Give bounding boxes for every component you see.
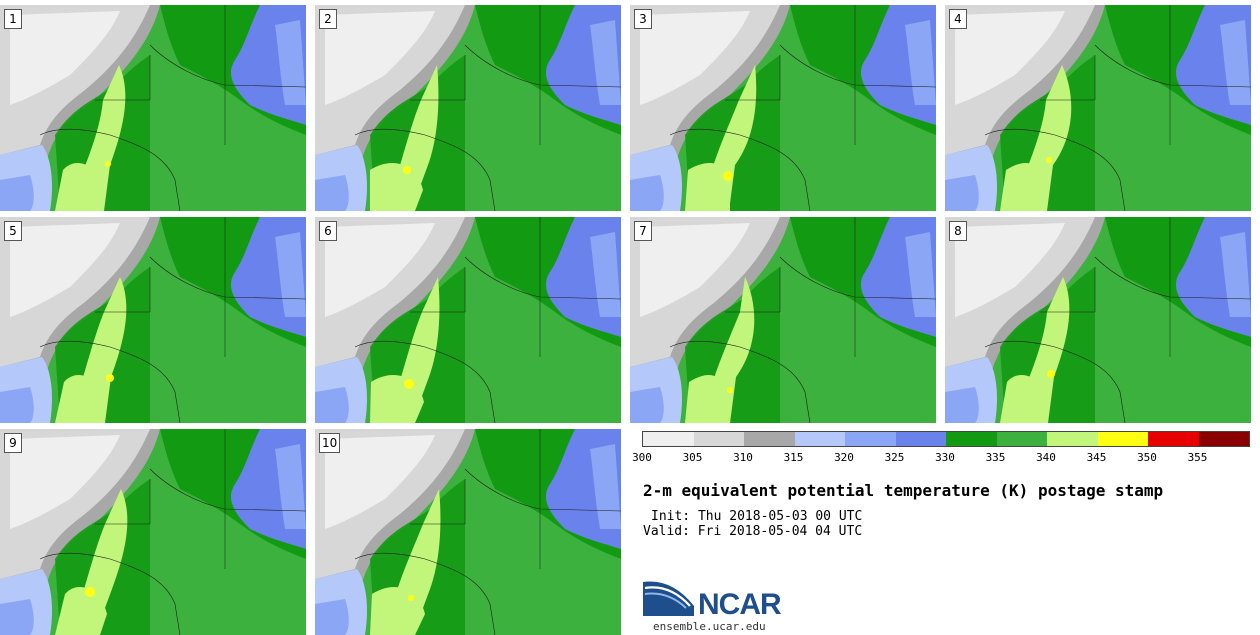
colorbar-swatch xyxy=(1198,432,1249,446)
site-url: ensemble.ucar.edu xyxy=(653,620,766,633)
colorbar-ticks: 300 305 310 315 320 325 330 335 340 345 350 355 xyxy=(632,451,1260,467)
colorbar-tick-label: 340 xyxy=(1036,451,1056,464)
theta-e-field-map xyxy=(630,5,936,211)
member-number-label: 10 xyxy=(319,433,341,453)
member-number-label: 6 xyxy=(319,221,337,241)
member-map-panel: 7 xyxy=(630,217,936,423)
member-map-panel: 4 xyxy=(945,5,1251,211)
valid-time: Valid: Fri 2018-05-04 04 UTC xyxy=(643,524,863,539)
colorbar-swatch xyxy=(946,432,997,446)
member-number-label: 2 xyxy=(319,9,337,29)
member-map-panel: 5 xyxy=(0,217,306,423)
member-number-label: 1 xyxy=(4,9,22,29)
colorbar-tick-label: 320 xyxy=(834,451,854,464)
colorbar-swatch xyxy=(744,432,795,446)
theta-e-field-map xyxy=(315,429,621,635)
init-time: Init: Thu 2018-05-03 00 UTC xyxy=(651,509,863,524)
colorbar-tick-label: 355 xyxy=(1187,451,1208,464)
theta-e-field-map xyxy=(315,5,621,211)
member-map-panel: 3 xyxy=(630,5,936,211)
colorbar-swatch xyxy=(643,432,694,446)
colorbar-swatch xyxy=(1097,432,1148,446)
colorbar-tick-label: 335 xyxy=(985,451,1006,464)
member-map-panel: 1 xyxy=(0,5,306,211)
colorbar-swatch xyxy=(693,432,744,446)
colorbar-tick-label: 345 xyxy=(1086,451,1107,464)
ncar-logo xyxy=(643,581,694,616)
colorbar-tick-label: 300 xyxy=(632,451,652,464)
colorbar-tick-label: 315 xyxy=(783,451,804,464)
theta-e-field-map xyxy=(0,429,306,635)
colorbar-swatch xyxy=(1047,432,1098,446)
theta-e-field-map xyxy=(945,5,1251,211)
colorbar-tick-label: 350 xyxy=(1137,451,1157,464)
member-map-panel: 9 xyxy=(0,429,306,635)
colorbar-swatch xyxy=(794,432,845,446)
colorbar-tick-label: 325 xyxy=(884,451,905,464)
theta-e-field-map xyxy=(0,5,306,211)
map-title: 2-m equivalent potential temperature (K)… xyxy=(643,481,1164,500)
colorbar-swatch xyxy=(996,432,1047,446)
member-map-panel: 8 xyxy=(945,217,1251,423)
colorbar-swatch xyxy=(1148,432,1199,446)
theta-e-field-map xyxy=(630,217,936,423)
member-number-label: 9 xyxy=(4,433,22,453)
member-number-label: 4 xyxy=(949,9,967,29)
member-map-panel: 10 xyxy=(315,429,621,635)
colorbar xyxy=(642,431,1250,447)
member-number-label: 7 xyxy=(634,221,652,241)
member-map-panel: 6 xyxy=(315,217,621,423)
member-number-label: 8 xyxy=(949,221,967,241)
colorbar-tick-label: 305 xyxy=(682,451,703,464)
theta-e-field-map xyxy=(315,217,621,423)
member-number-label: 5 xyxy=(4,221,22,241)
ncar-logo-text: NCAR xyxy=(698,588,782,621)
colorbar-swatch xyxy=(895,432,946,446)
theta-e-field-map xyxy=(0,217,306,423)
theta-e-field-map xyxy=(945,217,1251,423)
colorbar-tick-label: 310 xyxy=(733,451,753,464)
colorbar-tick-label: 330 xyxy=(935,451,955,464)
colorbar-swatch xyxy=(845,432,896,446)
member-number-label: 3 xyxy=(634,9,652,29)
member-map-panel: 2 xyxy=(315,5,621,211)
